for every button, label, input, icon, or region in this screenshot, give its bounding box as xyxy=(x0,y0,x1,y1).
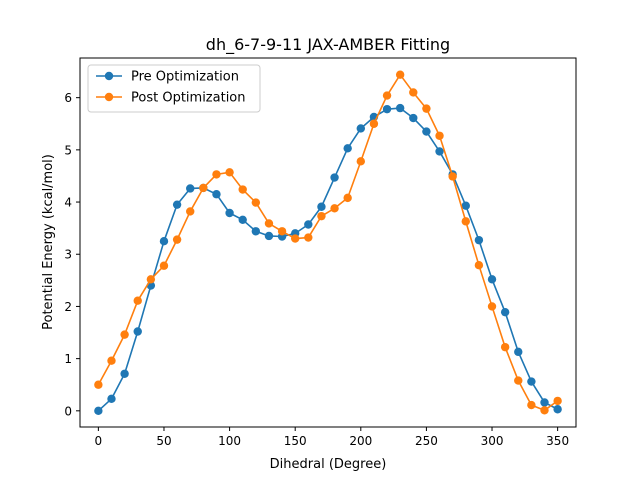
data-point-series-1 xyxy=(107,394,116,404)
data-point-series-1 xyxy=(251,227,261,236)
y-tick-label: 3 xyxy=(64,248,72,262)
data-point-series-2 xyxy=(435,131,444,140)
data-point-series-2 xyxy=(553,396,562,406)
data-point-series-2 xyxy=(343,193,352,203)
x-tick-label: 350 xyxy=(546,434,569,448)
data-point-series-1 xyxy=(395,103,405,113)
legend-marker-1 xyxy=(104,71,114,81)
data-point-series-2 xyxy=(159,261,169,270)
data-point-series-2 xyxy=(369,119,379,128)
data-point-series-2 xyxy=(277,227,287,236)
data-point-series-2 xyxy=(500,342,510,352)
data-point-series-2 xyxy=(395,70,405,79)
data-point-series-2 xyxy=(264,219,274,228)
data-point-series-2 xyxy=(238,185,247,194)
data-point-series-2 xyxy=(133,296,142,305)
data-point-series-1 xyxy=(422,127,431,136)
data-point-series-1 xyxy=(330,173,339,182)
x-tick-label: 200 xyxy=(349,434,372,448)
data-point-series-1 xyxy=(186,184,195,193)
data-point-series-2 xyxy=(146,275,156,284)
series-line-2 xyxy=(97,73,559,412)
y-tick-label: 6 xyxy=(64,91,72,105)
axes-frame xyxy=(79,57,577,428)
data-point-series-1 xyxy=(159,236,169,246)
data-point-series-2 xyxy=(448,172,457,181)
data-point-series-1 xyxy=(94,406,103,416)
chart-title: dh_6-7-9-11 JAX-AMBER Fitting xyxy=(206,35,450,55)
data-point-series-2 xyxy=(212,170,221,179)
data-point-series-1 xyxy=(474,235,484,245)
x-axis-label: Dihedral (Degree) xyxy=(270,457,387,472)
data-point-series-2 xyxy=(186,207,195,216)
x-tick-label: 50 xyxy=(156,434,171,448)
data-point-series-1 xyxy=(172,200,182,209)
data-point-series-1 xyxy=(500,307,510,317)
y-tick-label: 0 xyxy=(64,404,72,418)
data-point-series-1 xyxy=(317,202,326,211)
legend-label-1: Pre Optimization xyxy=(131,70,239,85)
data-point-series-2 xyxy=(199,183,208,193)
data-point-series-2 xyxy=(317,211,326,221)
data-point-series-2 xyxy=(474,261,484,270)
data-point-series-2 xyxy=(120,330,129,339)
legend-marker-2 xyxy=(104,92,114,102)
y-axis-label: Potential Energy (kcal/mol) xyxy=(41,154,56,330)
data-point-series-1 xyxy=(304,220,313,229)
data-point-series-1 xyxy=(540,398,549,407)
data-point-series-1 xyxy=(435,147,444,156)
data-point-series-1 xyxy=(409,113,418,123)
data-point-series-2 xyxy=(172,235,182,244)
data-point-series-2 xyxy=(540,406,549,415)
data-point-series-1 xyxy=(212,190,221,199)
data-point-series-1 xyxy=(487,275,497,284)
data-point-series-2 xyxy=(382,91,392,100)
data-point-series-1 xyxy=(343,144,352,153)
data-point-series-2 xyxy=(304,233,313,242)
y-tick-label: 4 xyxy=(64,196,72,210)
data-point-series-1 xyxy=(264,231,274,241)
data-point-series-1 xyxy=(553,405,562,414)
data-point-series-1 xyxy=(133,327,142,336)
data-point-series-1 xyxy=(356,124,366,133)
x-tick-label: 100 xyxy=(218,434,241,448)
data-point-series-2 xyxy=(487,302,497,311)
data-point-series-2 xyxy=(251,198,261,207)
data-point-series-2 xyxy=(107,356,116,365)
x-tick-label: 150 xyxy=(284,434,307,448)
legend-box xyxy=(87,64,261,113)
data-point-series-2 xyxy=(527,400,536,410)
data-point-series-2 xyxy=(422,104,431,113)
data-point-series-1 xyxy=(514,347,523,357)
data-point-series-1 xyxy=(382,104,392,114)
data-point-series-2 xyxy=(356,157,366,166)
data-point-series-1 xyxy=(225,208,234,218)
data-point-series-2 xyxy=(225,168,234,177)
data-point-series-2 xyxy=(330,204,339,213)
y-tick-label: 2 xyxy=(64,300,72,314)
data-point-series-2 xyxy=(409,88,418,97)
data-point-series-1 xyxy=(120,369,129,378)
y-tick-label: 1 xyxy=(64,352,72,366)
legend-label-2: Post Optimization xyxy=(131,91,246,106)
data-point-series-1 xyxy=(238,215,247,224)
series-line-1 xyxy=(97,107,558,412)
data-point-series-1 xyxy=(527,377,536,386)
x-tick-label: 250 xyxy=(415,434,438,448)
data-point-series-2 xyxy=(461,217,470,226)
data-point-series-2 xyxy=(514,376,523,385)
x-tick-label: 0 xyxy=(95,434,103,448)
y-tick-label: 5 xyxy=(64,143,72,157)
data-point-series-2 xyxy=(94,380,103,389)
data-point-series-2 xyxy=(290,234,300,243)
data-point-series-1 xyxy=(461,201,470,210)
plot-area: 0 50 100 150 200 250 300 350 0 1 2 3 4 5 6 Pre Optimiza… xyxy=(64,57,577,448)
x-tick-label: 300 xyxy=(481,434,504,448)
